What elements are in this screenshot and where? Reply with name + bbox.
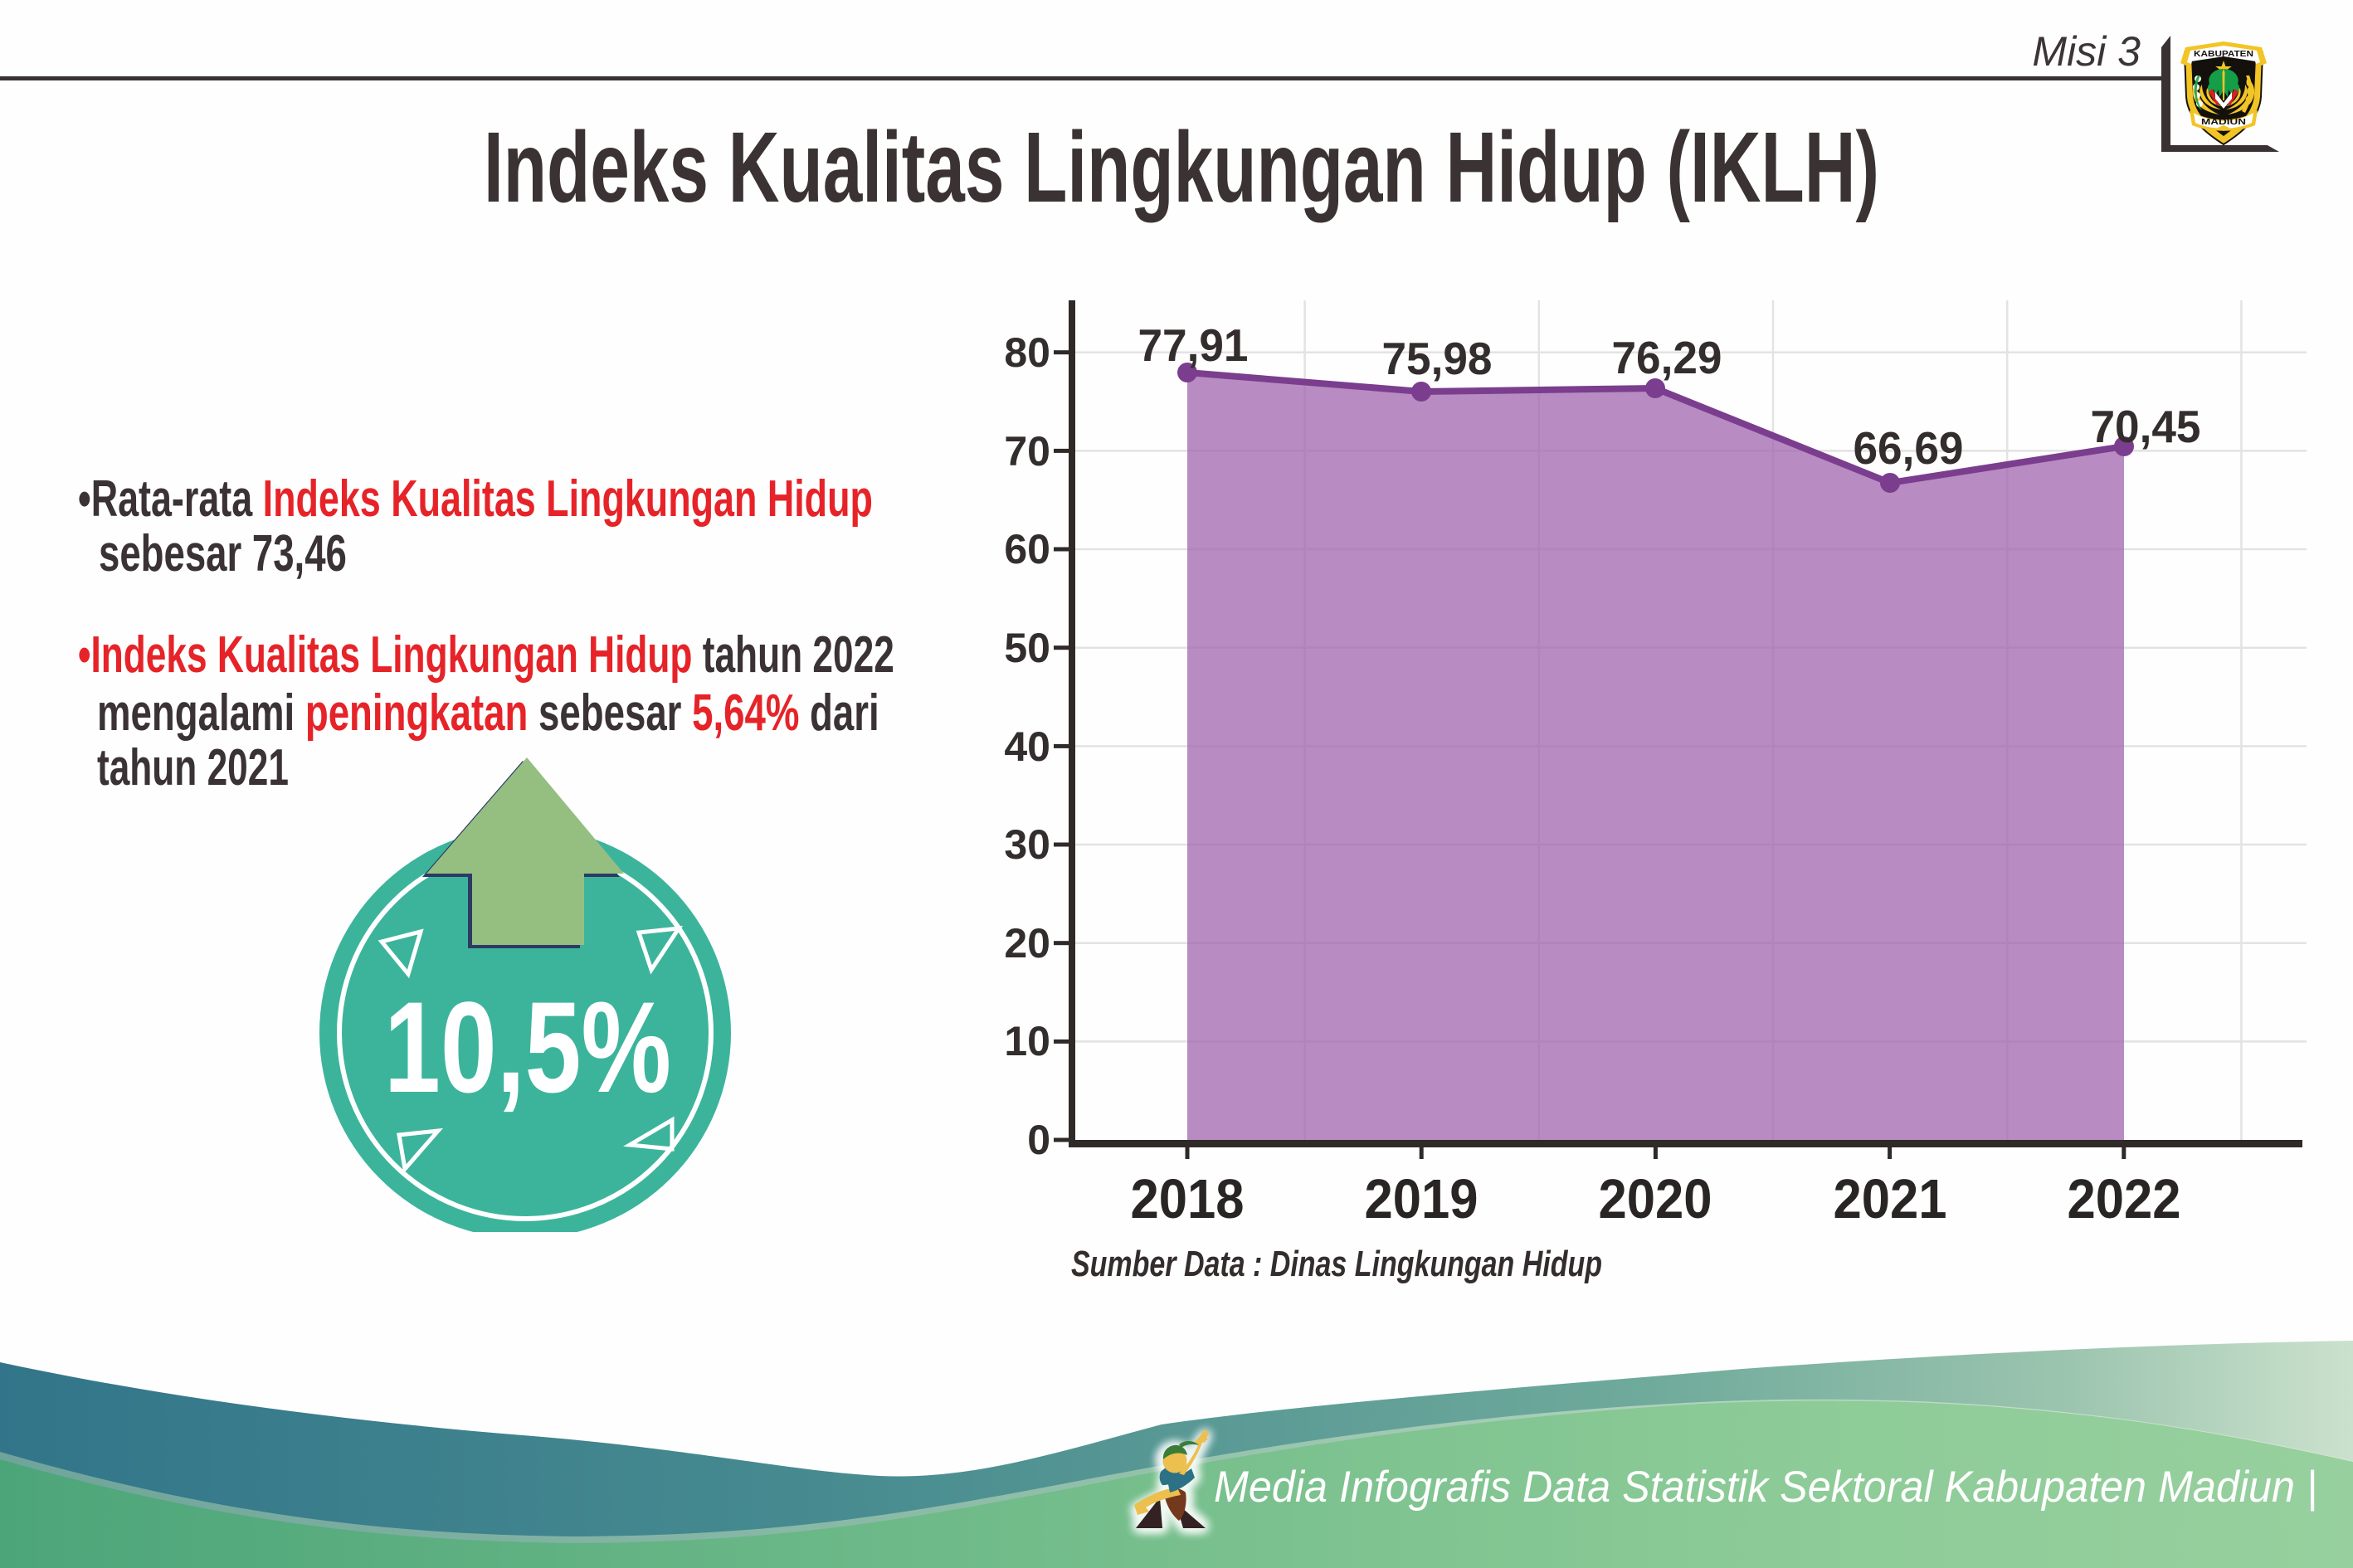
svg-text:sebesar 73,46: sebesar 73,46 bbox=[99, 524, 347, 582]
svg-text:•Rata-rata Indeks Kualitas Lin: •Rata-rata Indeks Kualitas Lingkungan Hi… bbox=[78, 470, 873, 528]
svg-text:70,45: 70,45 bbox=[2091, 401, 2201, 452]
svg-text:2021: 2021 bbox=[1834, 1168, 1947, 1228]
svg-text:77,91: 77,91 bbox=[1138, 319, 1249, 371]
svg-text:30: 30 bbox=[1004, 821, 1050, 868]
svg-text:Media Infografis Data Statisti: Media Infografis Data Statistik Sektoral… bbox=[1214, 1463, 2317, 1512]
svg-text:Sumber Data : Dinas Lingkungan: Sumber Data : Dinas Lingkungan Hidup bbox=[1071, 1244, 1602, 1284]
svg-text:2018: 2018 bbox=[1131, 1168, 1245, 1228]
svg-text:KABUPATEN: KABUPATEN bbox=[2194, 50, 2253, 59]
svg-text:MADIUN: MADIUN bbox=[2201, 118, 2246, 127]
svg-text:40: 40 bbox=[1004, 723, 1050, 770]
svg-text:10: 10 bbox=[1004, 1018, 1050, 1064]
svg-text:66,69: 66,69 bbox=[1854, 422, 1964, 474]
svg-text:60: 60 bbox=[1004, 526, 1050, 572]
svg-text:50: 50 bbox=[1004, 625, 1050, 671]
svg-text:80: 80 bbox=[1004, 329, 1050, 376]
svg-text:tahun 2021: tahun 2021 bbox=[97, 739, 289, 796]
svg-text:Indeks Kualitas Lingkungan Hid: Indeks Kualitas Lingkungan Hidup (IKLH) bbox=[484, 110, 1879, 223]
svg-text:10,5%: 10,5% bbox=[384, 976, 671, 1120]
svg-text:2020: 2020 bbox=[1599, 1168, 1712, 1228]
svg-text:2022: 2022 bbox=[2068, 1168, 2181, 1228]
svg-text:20: 20 bbox=[1004, 920, 1050, 967]
svg-text:mengalami peningkatan sebesar: mengalami peningkatan sebesar 5,64% dari bbox=[97, 684, 879, 741]
svg-text:0: 0 bbox=[1027, 1117, 1050, 1163]
svg-text:2019: 2019 bbox=[1365, 1168, 1479, 1228]
svg-text:70: 70 bbox=[1004, 428, 1050, 475]
svg-text:75,98: 75,98 bbox=[1382, 333, 1493, 384]
svg-text:•Indeks Kualitas Lingkungan Hi: •Indeks Kualitas Lingkungan Hidup tahun … bbox=[78, 626, 894, 684]
svg-text:76,29: 76,29 bbox=[1612, 332, 1722, 383]
